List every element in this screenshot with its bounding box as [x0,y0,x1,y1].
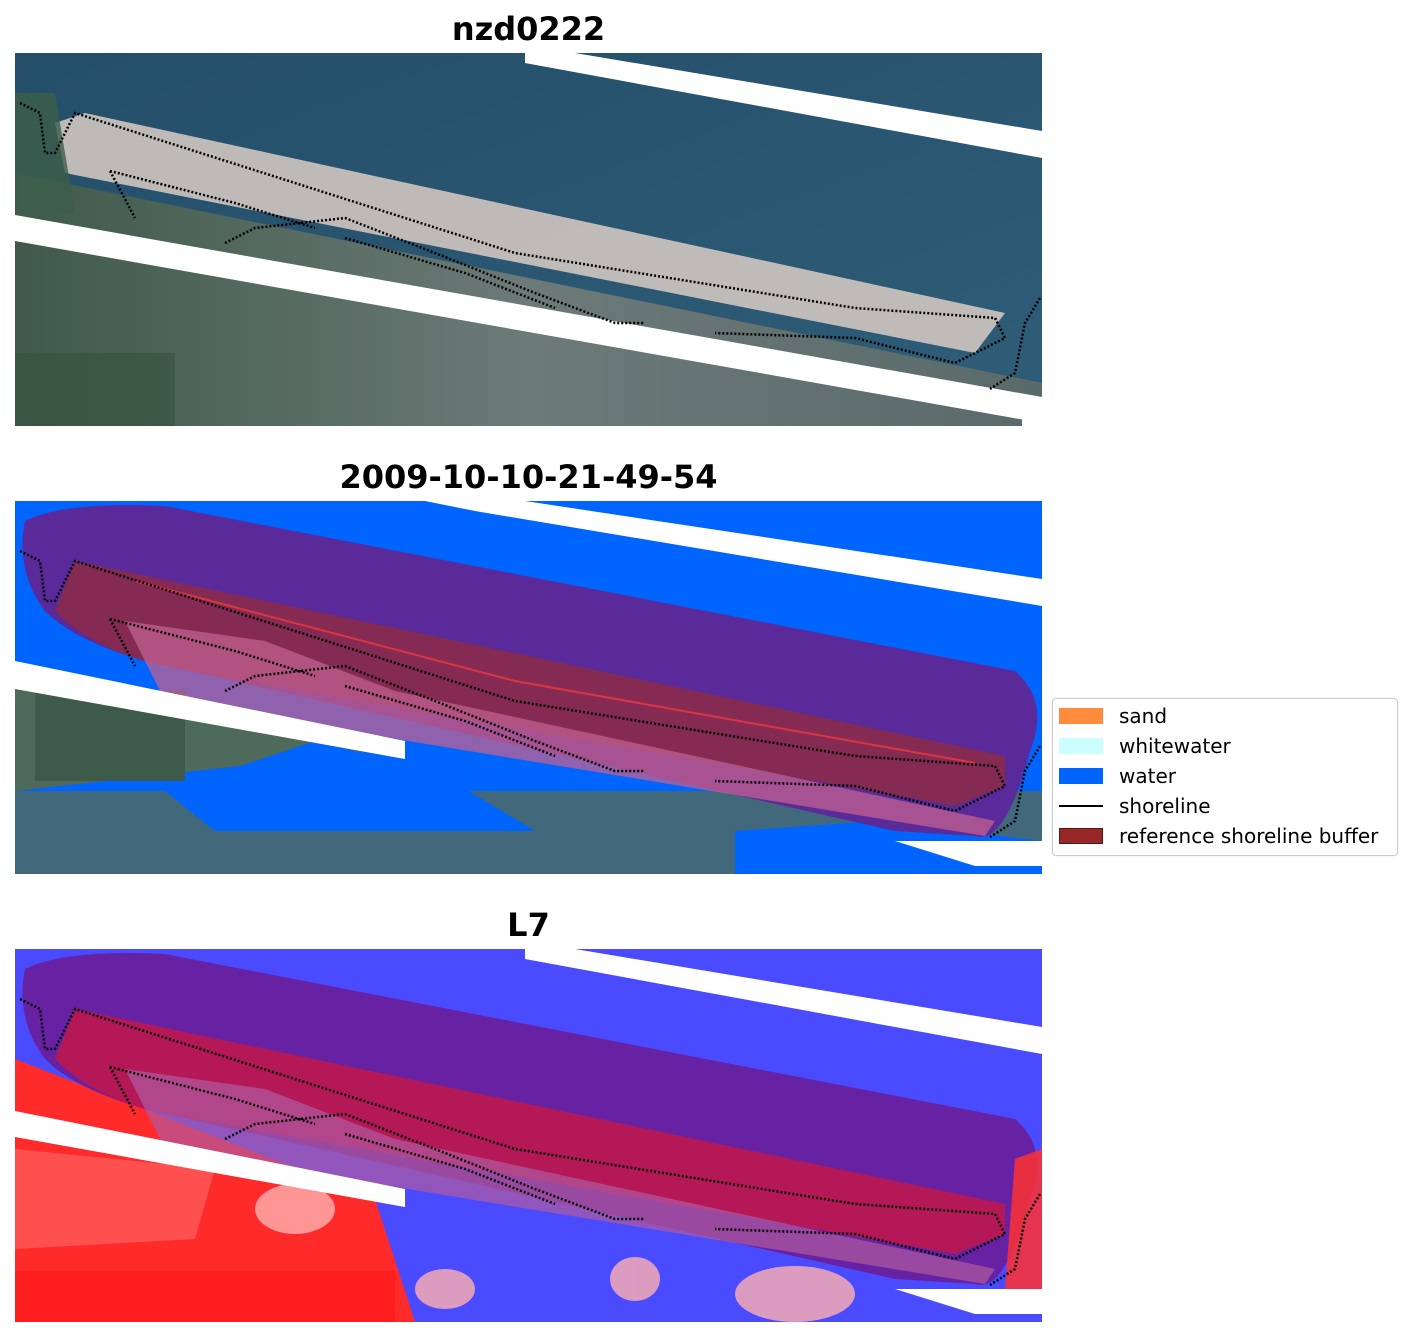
rgb-image-panel [15,53,1042,426]
nodata-stripe [525,949,1042,1054]
legend-item-buffer: reference shoreline buffer [1059,824,1378,848]
nodata-stripe [15,661,405,759]
water-swatch [1059,768,1103,784]
land-index-patch [15,1149,215,1249]
nodata-stripe [425,501,1042,606]
whitewater-swatch [1059,738,1103,754]
sand-line [134,580,976,764]
sand-spit [55,113,1005,353]
nodata-stripe [895,841,1042,866]
legend-label: reference shoreline buffer [1119,824,1379,848]
index-panel [15,949,1042,1322]
buffer-sand-overlap [125,621,995,836]
shoreline [19,101,1042,391]
shoreline [19,997,1042,1287]
panel-title-index: L7 [507,906,550,944]
legend-item-water: water [1059,764,1176,788]
buffer-overlap [125,1069,995,1284]
buffer-core [55,1009,1005,1254]
panel-title-classification: 2009-10-10-21-49-54 [339,458,718,496]
legend-item-whitewater: whitewater [1059,734,1231,758]
nodata-corner [1022,402,1042,426]
legend: sand whitewater water shoreline referenc… [1052,698,1398,856]
buffer-swatch [1059,828,1103,844]
classification-panel [15,501,1042,874]
nodata-stripe [525,53,1042,158]
legend-label: water [1119,764,1176,788]
legend-label: sand [1119,704,1168,728]
nodata-stripe [15,215,1042,423]
vegetation-area [15,93,75,213]
nodata-stripe [895,1289,1042,1314]
legend-label: shoreline [1119,794,1211,818]
legend-label: whitewater [1119,734,1231,758]
legend-item-shoreline: shoreline [1059,794,1211,818]
field-area [15,353,175,426]
land-index-east [1005,1149,1042,1299]
sand-swatch [1059,708,1103,724]
panel-title-rgb: nzd0222 [451,10,606,48]
shoreline [19,549,1042,839]
land-index [15,1059,415,1322]
land-index-south [15,1271,395,1322]
mixed-patches [255,1184,855,1322]
legend-item-sand: sand [1059,704,1167,728]
nodata-stripe [15,1111,405,1207]
shoreline-swatch [1059,805,1103,807]
